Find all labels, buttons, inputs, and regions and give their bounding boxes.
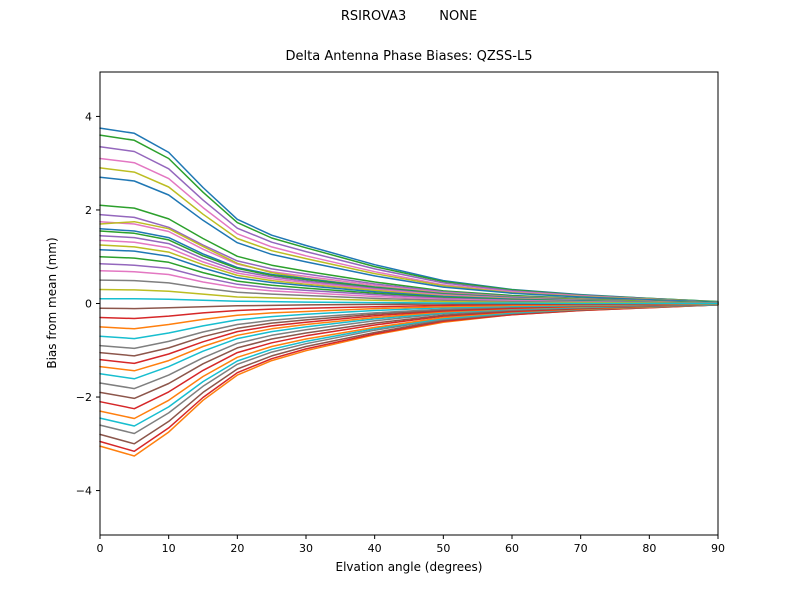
series-line xyxy=(99,304,719,445)
y-tick-label: 2 xyxy=(85,204,92,217)
series-line xyxy=(99,303,719,380)
series-line xyxy=(99,302,719,320)
chart-title: RSIROVA3 NONE xyxy=(340,9,478,24)
x-tick-label: 0 xyxy=(97,542,104,555)
series-line xyxy=(99,303,719,365)
y-tick-label: −2 xyxy=(76,391,92,404)
x-tick-label: 60 xyxy=(505,542,519,555)
series-line xyxy=(99,288,719,305)
series-line xyxy=(99,157,719,303)
x-tick-label: 70 xyxy=(574,542,588,555)
y-tick-label: 0 xyxy=(85,298,92,311)
series-line xyxy=(99,303,719,357)
y-tick-label: 4 xyxy=(85,110,92,123)
x-tick-label: 10 xyxy=(162,542,176,555)
axis-ticks-group: 0 10 20 30 40 50 60 70 80 90 −4 −2 0 2 4 xyxy=(76,110,725,555)
x-tick-label: 40 xyxy=(368,542,382,555)
x-tick-label: 30 xyxy=(299,542,313,555)
x-tick-label: 80 xyxy=(642,542,656,555)
series-lines-group xyxy=(99,127,719,457)
axes-border xyxy=(99,71,719,536)
chart-subtitle: Delta Antenna Phase Biases: QZSS-L5 xyxy=(285,49,533,64)
x-tick-label: 50 xyxy=(436,542,450,555)
series-line xyxy=(99,176,719,303)
x-axis-label: Elvation angle (degrees) xyxy=(335,560,483,574)
y-tick-label: −4 xyxy=(76,485,92,498)
series-line xyxy=(99,303,719,390)
x-tick-label: 20 xyxy=(230,542,244,555)
x-tick-label: 90 xyxy=(711,542,725,555)
series-line xyxy=(99,298,719,305)
